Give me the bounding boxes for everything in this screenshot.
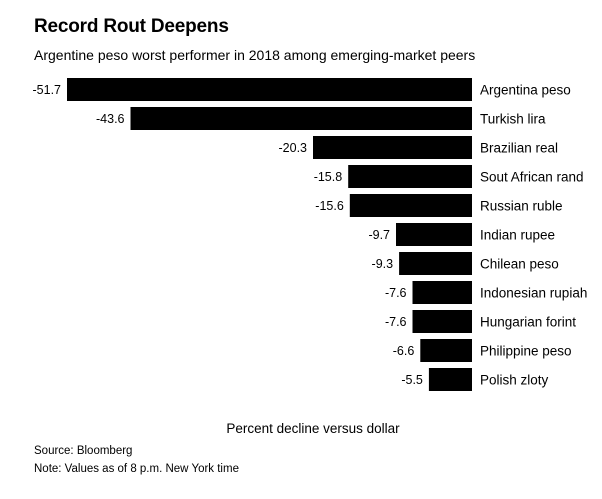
category-label: Polish zloty [480,373,549,388]
value-label: -15.8 [314,170,343,184]
bar [67,78,472,101]
x-axis-label: Percent decline versus dollar [226,421,400,436]
category-label: Argentina peso [480,83,571,98]
bar [412,281,472,304]
category-label: Brazilian real [480,141,558,156]
value-label: -9.3 [372,257,394,271]
chart-title: Record Rout Deepens [34,16,229,37]
category-label: Indonesian rupiah [480,286,587,301]
value-label: -43.6 [96,112,125,126]
footnote: Note: Values as of 8 p.m. New York time [34,463,239,475]
bar [399,252,472,275]
value-label: -20.3 [279,141,308,155]
value-label: -7.6 [385,286,407,300]
bar [428,368,472,391]
value-label: -6.6 [393,344,415,358]
bar [348,165,472,188]
value-label: -7.6 [385,315,407,329]
category-label: Hungarian forint [480,315,576,330]
bar [349,194,472,217]
bar [420,339,472,362]
value-label: -9.7 [368,228,390,242]
bar [130,107,472,130]
chart-subtitle: Argentine peso worst performer in 2018 a… [34,47,476,63]
category-label: Turkish lira [480,112,546,127]
category-label: Sout African rand [480,170,584,185]
category-label: Indian rupee [480,228,555,243]
bar [313,136,472,159]
value-label: -5.5 [401,373,423,387]
category-label: Russian ruble [480,199,563,214]
bar [412,310,472,333]
category-label: Philippine peso [480,344,572,359]
bar [396,223,472,246]
value-label: -15.6 [315,199,344,213]
category-label: Chilean peso [480,257,559,272]
value-label: -51.7 [33,83,62,97]
source-note: Source: Bloomberg [34,445,133,457]
bar-chart: -51.7 Argentina peso -43.6 Turkish lira -20.… [33,78,587,391]
